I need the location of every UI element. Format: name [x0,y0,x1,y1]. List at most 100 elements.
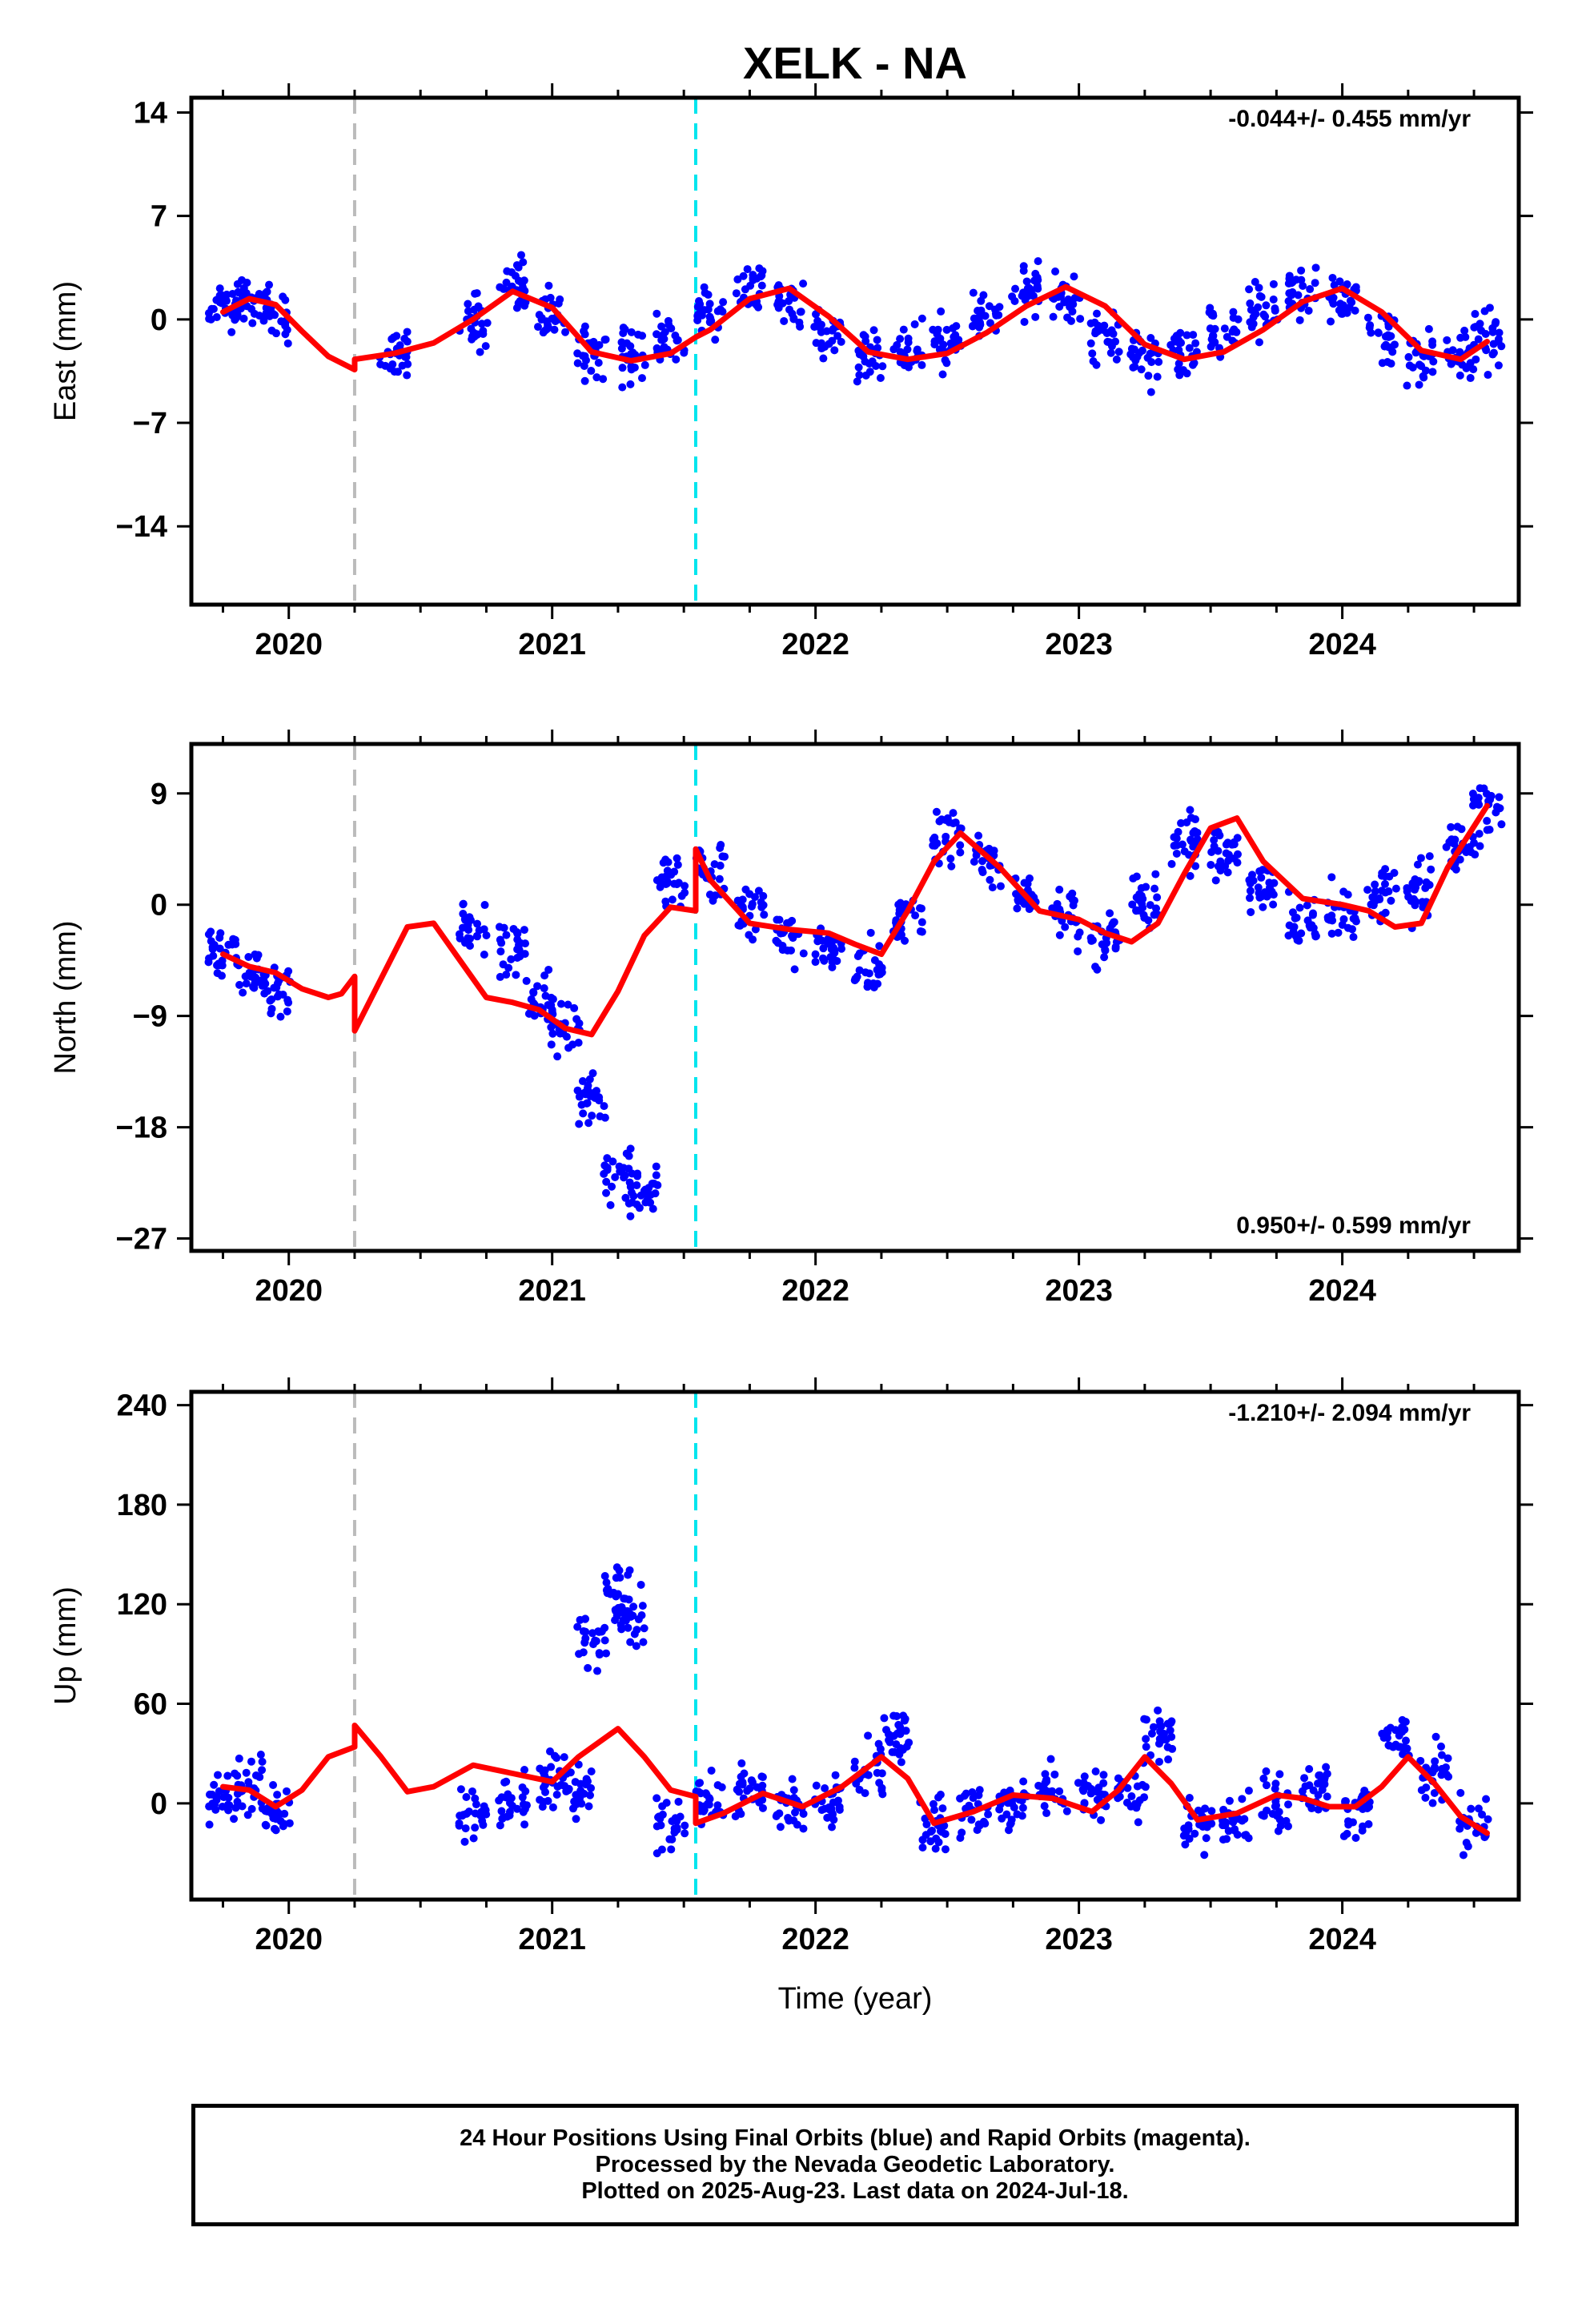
y-axis-label: East (mm) [49,281,82,421]
data-point [796,322,805,331]
data-point [238,275,247,284]
data-point [1367,328,1375,337]
data-point [480,1802,488,1811]
data-point [534,323,543,332]
data-point [652,1849,661,1858]
data-point [456,1785,465,1794]
data-point [861,371,870,380]
data-point [1099,1779,1108,1787]
data-point [615,1162,624,1171]
data-point [1304,306,1313,315]
data-point [629,1602,638,1611]
data-point [1424,324,1433,333]
data-point [267,326,276,335]
data-point [482,1810,491,1819]
data-point [212,296,221,304]
data-point [975,1786,984,1795]
data-point [1151,870,1160,879]
data-point [1044,1787,1053,1796]
data-point [1189,331,1198,340]
data-point [476,348,484,356]
data-point [1320,1779,1329,1788]
data-point [1055,303,1064,312]
data-point [258,1766,267,1775]
data-point [789,1786,798,1795]
data-point [1471,850,1480,859]
data-point [1211,828,1219,837]
data-point [1301,1782,1310,1791]
data-point [1220,324,1229,333]
data-point [239,283,248,292]
data-point [1070,896,1078,905]
y-tick-label: 0 [151,1787,167,1821]
data-point [1223,868,1232,877]
data-point [1299,281,1307,290]
data-point [1068,889,1077,898]
data-point [1284,297,1293,306]
data-point [783,919,792,927]
data-point [859,331,868,340]
data-point [1102,328,1111,337]
data-point [896,348,905,356]
data-point [1152,904,1161,913]
data-point [247,1804,256,1813]
data-point [404,360,412,368]
model-curve [220,283,1490,373]
data-point [774,297,783,306]
data-point [390,368,399,376]
data-point [1153,893,1162,902]
data-point [564,1000,572,1009]
data-point [1154,1757,1163,1766]
data-point [1049,312,1058,321]
data-point [827,941,836,950]
data-point [717,841,725,850]
data-point [1211,324,1219,333]
data-point [263,1807,271,1816]
data-point [1207,1819,1216,1828]
data-point [790,965,799,974]
data-point [1351,1834,1360,1843]
data-point [1334,928,1343,937]
data-point [618,383,627,392]
data-point [242,979,251,988]
data-point [941,1845,950,1854]
data-point [1055,931,1064,939]
data-point [539,1783,548,1791]
data-point [1471,310,1480,319]
data-point [620,1607,628,1616]
data-point [833,332,842,340]
data-point [1185,1794,1194,1803]
data-point [207,927,215,936]
y-tick-label: 120 [117,1588,167,1622]
x-tick-label: 2020 [255,628,323,661]
data-point [572,1815,580,1823]
data-point [1403,883,1411,892]
data-point [665,1835,674,1844]
data-point [548,1029,557,1038]
data-point [1294,291,1303,300]
data-point [852,1779,861,1788]
data-point [1366,321,1375,330]
data-point [214,1771,223,1779]
x-axis-label: Time (year) [778,1982,933,2016]
data-point [632,1181,641,1190]
data-point [1456,333,1465,342]
data-point [1106,348,1115,357]
model-curve [220,802,1490,1038]
data-point [813,322,821,331]
data-point [1034,284,1042,293]
data-point [1385,1741,1394,1750]
data-point [241,972,250,981]
data-point [759,901,768,910]
data-point [1091,1767,1100,1775]
data-point [1223,332,1231,341]
data-point [1429,357,1438,366]
data-point [464,307,472,316]
data-point [1428,337,1437,346]
data-point [1074,947,1082,955]
data-point [1303,901,1311,910]
data-point [1339,887,1348,896]
data-point [1138,895,1147,903]
data-point [1132,872,1141,881]
data-point [895,909,904,918]
